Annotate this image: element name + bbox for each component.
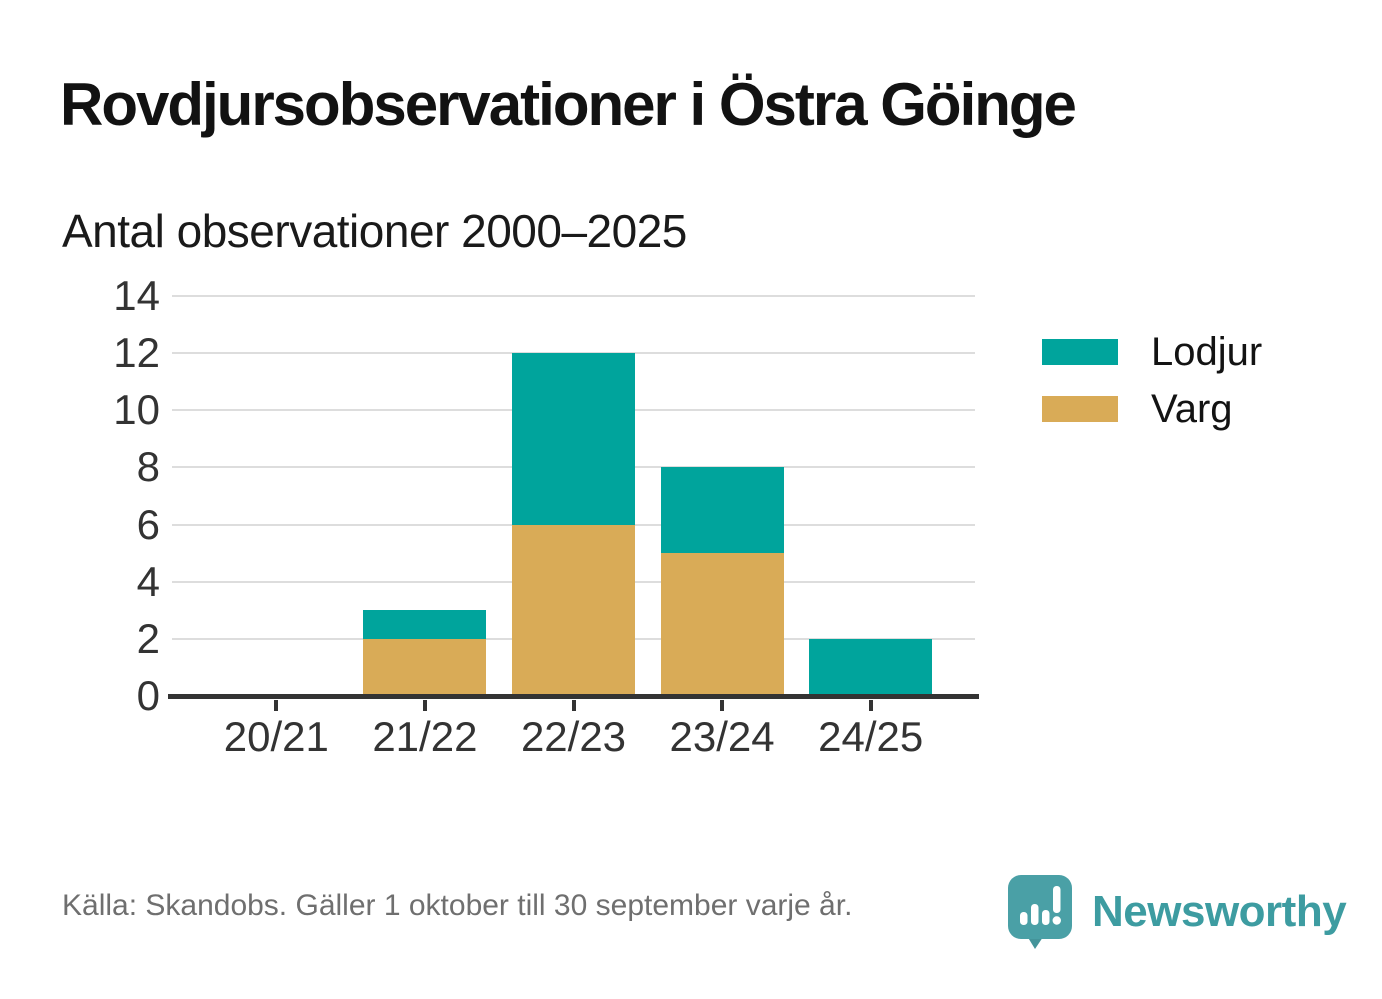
plot-area: 20/21 21/22 22/23 23/24 24/25 bbox=[168, 295, 979, 760]
x-axis-line bbox=[168, 694, 979, 699]
x-tick-label: 24/25 bbox=[818, 713, 924, 760]
legend-label: Varg bbox=[1151, 387, 1233, 431]
legend-swatch-varg bbox=[1042, 396, 1118, 422]
bar-segment-varg-21-22 bbox=[363, 638, 487, 696]
y-tick-label: 2 bbox=[136, 614, 160, 662]
bar-segment-varg-22-23 bbox=[512, 524, 635, 696]
x-axis-tick bbox=[571, 700, 576, 711]
gridline bbox=[172, 295, 975, 297]
legend-swatch-lodjur bbox=[1042, 339, 1118, 365]
y-tick-label: 0 bbox=[136, 672, 160, 719]
newsworthy-logo-icon bbox=[1008, 875, 1072, 949]
legend-item: Lodjur bbox=[1042, 330, 1262, 374]
x-axis-tick bbox=[274, 700, 279, 711]
y-tick-label: 4 bbox=[136, 557, 160, 605]
y-tick-label: 8 bbox=[136, 443, 160, 491]
y-axis-labels: 0 2 4 6 8 10 12 14 bbox=[0, 274, 160, 718]
y-tick-label: 14 bbox=[113, 272, 160, 319]
x-tick-label: 23/24 bbox=[669, 713, 775, 760]
bar-segment-varg-23-24 bbox=[660, 553, 784, 696]
legend-label: Lodjur bbox=[1151, 330, 1263, 374]
chart-subtitle: Antal observationer 2000–2025 bbox=[62, 205, 687, 257]
bar-segment-lodjur-22-23 bbox=[512, 353, 635, 525]
legend: Lodjur Varg bbox=[1042, 330, 1262, 444]
source-note: Källa: Skandobs. Gäller 1 oktober till 3… bbox=[62, 889, 853, 922]
brand-name: Newsworthy bbox=[1092, 887, 1347, 936]
y-tick-label: 6 bbox=[136, 500, 160, 548]
x-axis-tick bbox=[422, 700, 427, 711]
x-tick-label: 20/21 bbox=[223, 713, 329, 760]
x-axis-tick bbox=[868, 700, 873, 711]
bar-segment-lodjur-21-22 bbox=[363, 610, 487, 639]
x-tick-label: 22/23 bbox=[520, 713, 627, 760]
y-tick-label: 12 bbox=[113, 329, 160, 377]
y-tick-label: 10 bbox=[113, 386, 160, 434]
x-axis-tick bbox=[720, 700, 725, 711]
bar-segment-lodjur-24-25 bbox=[809, 638, 933, 696]
brand: Newsworthy bbox=[1008, 875, 1347, 949]
bar-segment-lodjur-23-24 bbox=[660, 467, 784, 554]
legend-item: Varg bbox=[1042, 387, 1262, 431]
chart-title: Rovdjursobservationer i Östra Göinge bbox=[60, 71, 1077, 138]
x-tick-label: 21/22 bbox=[372, 713, 478, 760]
